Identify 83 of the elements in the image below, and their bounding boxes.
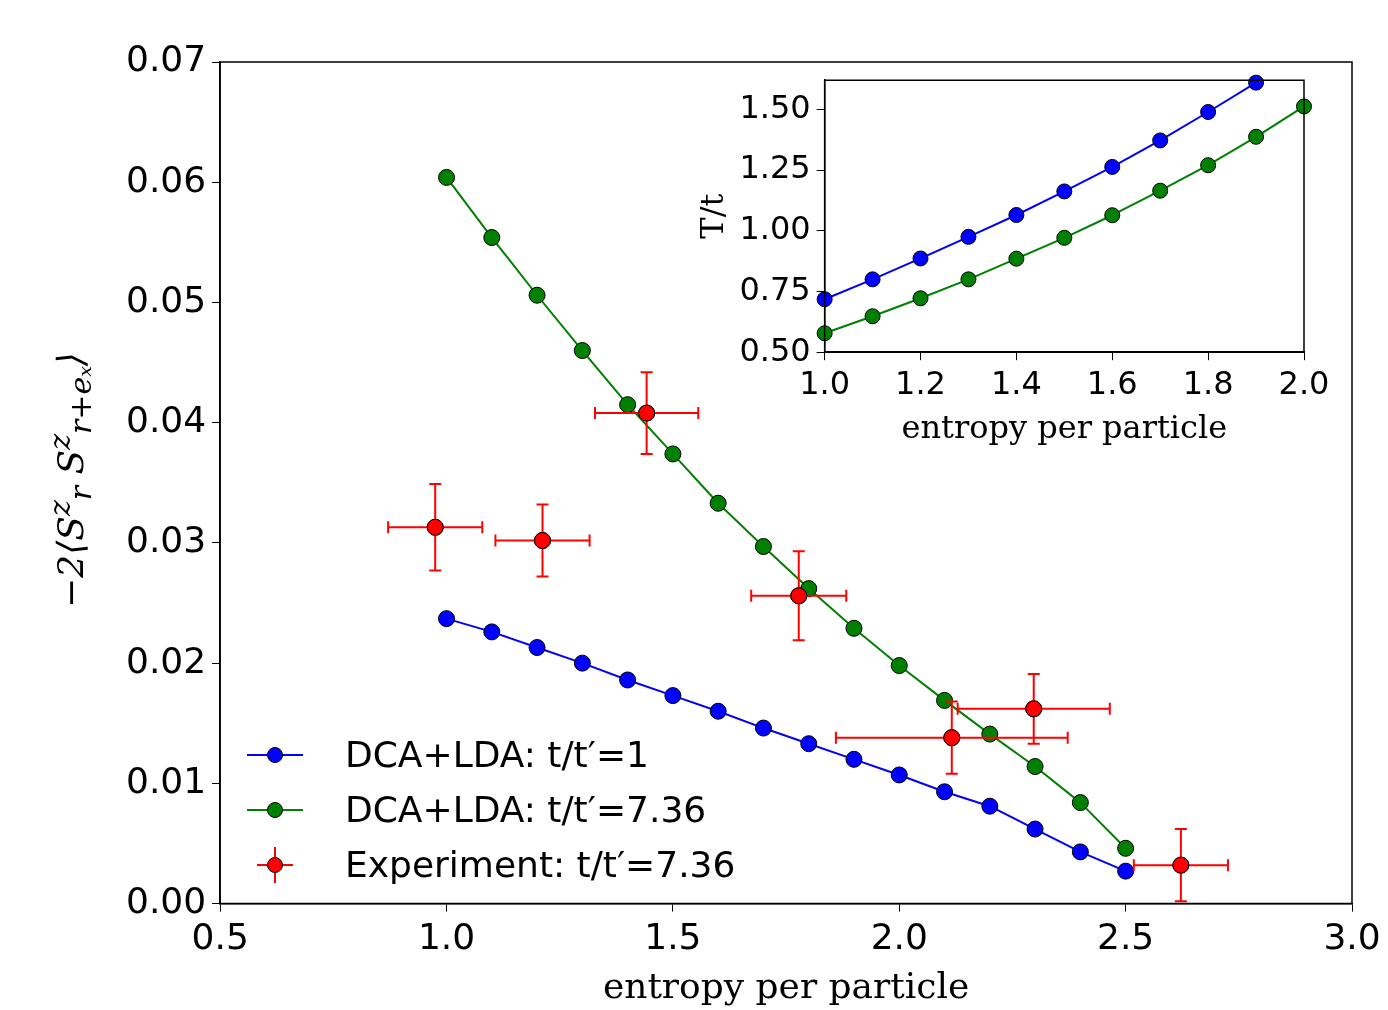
point <box>1117 839 1135 857</box>
point <box>936 691 954 709</box>
point <box>619 671 637 689</box>
y-tick-label: 0.75 <box>739 269 811 308</box>
point <box>1071 794 1089 812</box>
y-tick-label: 0.06 <box>126 158 207 200</box>
point <box>1200 157 1217 174</box>
point <box>438 610 456 628</box>
point <box>912 290 929 307</box>
x-tick-label: 2.0 <box>870 915 928 957</box>
point <box>943 729 961 747</box>
point <box>1026 820 1044 838</box>
point <box>864 271 881 288</box>
point <box>816 325 833 342</box>
x-axis-title: entropy per particle <box>602 964 970 1006</box>
x-tick-label: 2.5 <box>1097 915 1155 957</box>
legend-label: DCA+LDA: t/t′=7.36 <box>345 789 707 830</box>
point <box>890 766 908 784</box>
x-tick-label: 2.0 <box>1278 363 1330 402</box>
point <box>619 396 637 414</box>
y-tick-label: 0.03 <box>126 519 207 561</box>
point <box>573 342 591 360</box>
point <box>664 445 682 463</box>
point <box>960 228 977 245</box>
point <box>483 229 501 247</box>
point <box>816 291 833 308</box>
point <box>1025 700 1043 718</box>
point <box>790 587 808 605</box>
point <box>709 494 727 512</box>
x-tick-label: 1.0 <box>417 915 476 957</box>
point <box>890 657 908 675</box>
point <box>483 623 501 641</box>
point <box>1071 843 1089 861</box>
point <box>1008 206 1025 223</box>
point <box>960 271 977 288</box>
point <box>1172 856 1190 874</box>
point <box>981 797 999 815</box>
y-tick-label: 0.07 <box>126 38 207 80</box>
point <box>709 702 727 720</box>
point <box>864 308 881 325</box>
y-tick-label: 1.00 <box>739 209 811 248</box>
x-tick-label: 1.5 <box>644 915 702 957</box>
point <box>912 250 929 267</box>
y-tick-label: 1.50 <box>739 87 811 126</box>
x-tick-label: 1.8 <box>1182 363 1234 402</box>
point <box>1152 132 1169 149</box>
y-axis-title: T/t <box>692 193 731 239</box>
point <box>638 404 656 422</box>
point <box>534 532 552 550</box>
x-tick-label: 1.6 <box>1086 363 1138 402</box>
y-tick-label: 0.01 <box>126 759 207 801</box>
point <box>528 286 546 304</box>
point <box>528 639 546 657</box>
x-tick-label: 3.0 <box>1323 915 1381 957</box>
point <box>800 735 818 753</box>
legend-label: DCA+LDA: t/t′=1 <box>345 734 649 775</box>
point <box>1152 182 1169 199</box>
point <box>1200 104 1217 121</box>
x-axis-title: entropy per particle <box>901 408 1228 447</box>
point <box>754 538 772 556</box>
point <box>845 750 863 768</box>
point <box>1104 158 1121 175</box>
point <box>754 719 772 737</box>
point <box>845 619 863 637</box>
legend-label: Experiment: t/t′=7.36 <box>345 844 736 885</box>
x-tick-label: 1.2 <box>895 363 946 402</box>
point <box>1248 128 1265 145</box>
point <box>573 654 591 672</box>
point <box>426 518 444 536</box>
point <box>1104 207 1121 224</box>
point <box>1117 862 1135 880</box>
point <box>1056 229 1073 246</box>
y-tick-label: 0.02 <box>126 639 207 681</box>
y-tick-label: 1.25 <box>739 148 811 187</box>
point <box>936 783 954 801</box>
y-tick-label: 0.04 <box>126 399 207 441</box>
point <box>1026 758 1044 776</box>
point <box>1008 250 1025 267</box>
x-tick-label: 1.4 <box>990 363 1042 402</box>
y-tick-label: 0.05 <box>126 278 207 320</box>
point <box>1056 183 1073 200</box>
point <box>438 168 456 186</box>
point <box>664 687 682 705</box>
